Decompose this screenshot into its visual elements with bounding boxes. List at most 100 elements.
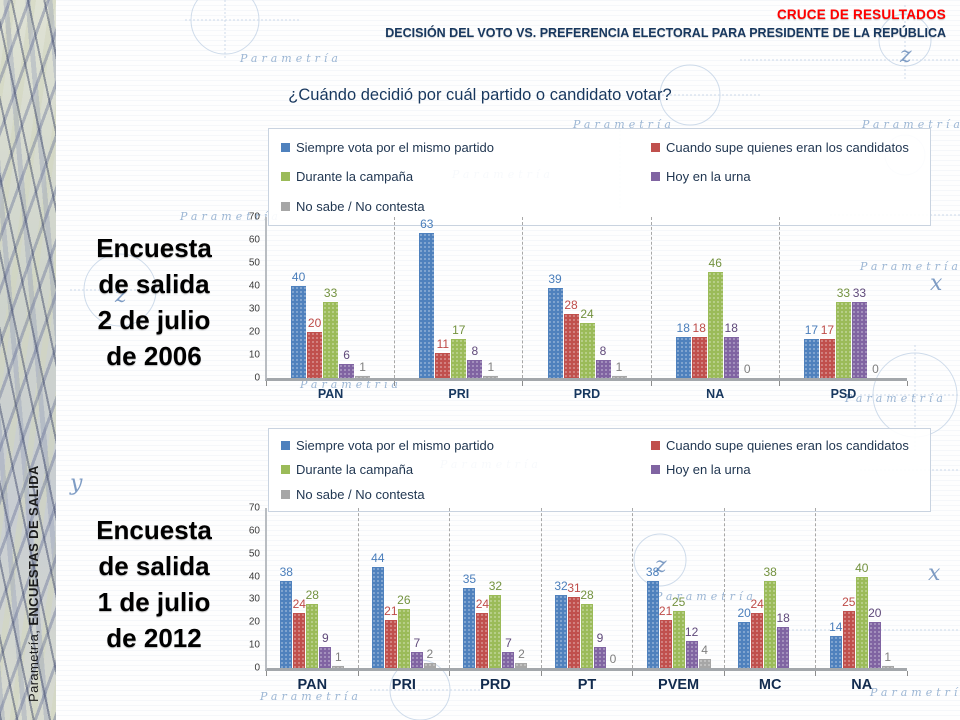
bar xyxy=(397,608,410,668)
bar xyxy=(555,594,568,668)
legend-item: Hoy en la urna xyxy=(651,462,918,477)
bar-cluster: 38 24 28 9 1 xyxy=(267,508,358,668)
y-axis-tick-label: 50 xyxy=(248,257,260,269)
bar-slot: 11 xyxy=(435,217,451,378)
bar-cluster: 40 20 33 6 1 xyxy=(267,217,394,378)
bar-slot: 24 xyxy=(750,508,764,668)
legend-label: Durante la campaña xyxy=(296,169,414,185)
bar-value-label: 39 xyxy=(548,272,562,287)
legend-swatch-green xyxy=(281,172,290,182)
bar-value-label: 28 xyxy=(580,588,594,602)
side-label-line: de salida xyxy=(98,551,210,581)
bar-cluster: 18 18 46 18 0 xyxy=(652,217,779,378)
bar-slot: 20 xyxy=(737,508,751,668)
bar-slot: 7 xyxy=(410,508,423,668)
bar-slot: 18 xyxy=(723,217,739,378)
bar xyxy=(306,604,319,668)
category-label: NA xyxy=(706,387,725,401)
bar-value-label: 24 xyxy=(292,597,306,612)
bar-slot: 18 xyxy=(691,217,707,378)
bar-slot xyxy=(790,508,802,668)
bar-slot: 17 xyxy=(819,217,835,378)
bar xyxy=(723,336,739,378)
category-group-mc: 20 24 38 18 MC xyxy=(723,508,816,693)
bar-value-label: 25 xyxy=(842,594,856,609)
bar xyxy=(280,581,293,668)
bar-value-label: 21 xyxy=(384,604,398,618)
category-group-pt: 32 31 28 9 0 PT xyxy=(540,508,633,693)
bar-slot: 63 xyxy=(419,217,435,378)
bar xyxy=(819,338,835,378)
legend-2012: Siempre vota por el mismo partido Cuando… xyxy=(268,428,931,512)
category-group-pri: 63 11 17 8 1 PRI xyxy=(394,217,522,401)
bar-value-label: 7 xyxy=(505,636,512,650)
category-label: NA xyxy=(851,677,873,693)
bar-value-label: 2 xyxy=(426,647,434,662)
bar xyxy=(463,588,476,668)
y-axis-2006: 0 10 20 30 40 50 60 70 xyxy=(238,212,262,384)
y-axis-tick-label: 40 xyxy=(248,280,260,292)
legend-swatch-blue xyxy=(281,440,290,450)
bar-value-label: 17 xyxy=(820,322,835,337)
bar-slot: 26 xyxy=(397,508,411,668)
y-axis-tick-label: 70 xyxy=(248,211,260,223)
bar-cluster: 14 25 40 20 1 xyxy=(816,508,907,668)
bar-value-label: 38 xyxy=(279,565,293,580)
bar-value-label: 1 xyxy=(615,359,623,374)
y-axis-tick-label: 0 xyxy=(254,372,260,384)
legend-swatch-red xyxy=(651,143,660,153)
bar-slot: 28 xyxy=(580,508,594,668)
bar-value-label: 8 xyxy=(599,343,607,358)
bar-cluster: 38 21 25 12 4 xyxy=(633,508,724,668)
bar xyxy=(764,581,777,668)
legend-item: No sabe / No contesta xyxy=(281,199,651,214)
bar-slot: 25 xyxy=(672,508,685,668)
bar-cluster: 44 21 26 7 2 xyxy=(359,508,450,668)
legend-label: Durante la campaña xyxy=(296,462,414,478)
bar-value-label: 25 xyxy=(671,594,686,609)
bar xyxy=(611,375,627,378)
legend-swatch-green xyxy=(281,465,290,475)
bar xyxy=(563,313,579,378)
bar xyxy=(489,594,502,668)
side-label-line: 1 de julio xyxy=(97,587,211,617)
bar xyxy=(423,663,436,668)
category-group-pan: 40 20 33 6 1 PAN xyxy=(265,217,394,401)
bar-value-label: 63 xyxy=(420,217,434,232)
side-label-line: 2 de julio xyxy=(97,305,211,335)
bar-slot: 17 xyxy=(803,217,819,378)
bar-slot: 33 xyxy=(851,217,867,378)
bar-slot: 24 xyxy=(579,217,595,378)
bar-slot: 8 xyxy=(595,217,611,378)
bar-value-label: 0 xyxy=(872,362,879,376)
bar-slot: 6 xyxy=(339,217,355,378)
bar-slot: 24 xyxy=(293,508,306,668)
y-axis-2012: 0 10 20 30 40 50 60 70 xyxy=(238,503,262,674)
bar-value-label: 6 xyxy=(343,348,350,363)
legend-item: Durante la campaña xyxy=(281,462,651,477)
y-axis-tick-label: 10 xyxy=(248,639,260,651)
bar-slot: 32 xyxy=(489,508,502,668)
watermark-letter: x xyxy=(928,561,941,586)
bar-value-label: 33 xyxy=(852,286,867,301)
bar xyxy=(307,332,323,378)
side-label-line: de 2006 xyxy=(106,341,202,371)
bar xyxy=(419,233,435,378)
category-group-prd: 35 24 32 7 2 PRD xyxy=(449,508,541,693)
bar-value-label: 8 xyxy=(471,343,479,358)
y-axis-tick-label: 30 xyxy=(248,593,260,605)
bar xyxy=(451,338,467,378)
side-label-line: de salida xyxy=(98,269,210,299)
bar xyxy=(675,336,691,378)
category-group-pri: 44 21 26 7 2 PRI xyxy=(357,508,450,693)
watermark-letter: z xyxy=(899,43,912,68)
bar-slot: 9 xyxy=(319,508,332,668)
bar-value-label: 24 xyxy=(750,597,764,612)
category-label: PAN xyxy=(317,387,344,401)
bar-slot: 2 xyxy=(515,508,528,668)
bar-chart-2006: 40 20 33 6 1 PAN 63 11 17 8 1 PRI 39 28 24 8 1 PRD 18 18 46 1… xyxy=(265,217,908,401)
bar-value-label: 32 xyxy=(488,578,503,593)
bar xyxy=(777,626,790,668)
y-axis-tick-label: 0 xyxy=(254,662,260,674)
legend-item: Siempre vota por el mismo partido xyxy=(281,438,651,453)
